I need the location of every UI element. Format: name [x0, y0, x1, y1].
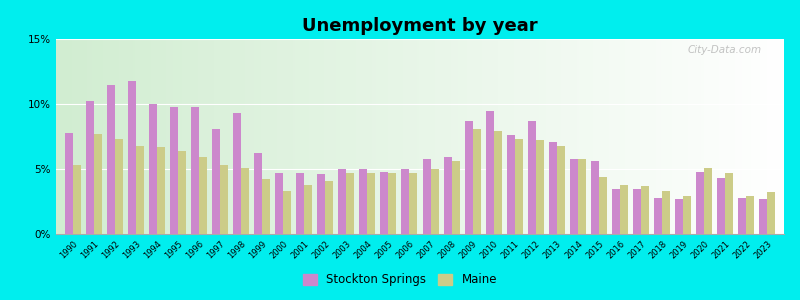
Bar — [296, 173, 304, 234]
Bar — [65, 133, 73, 234]
Bar — [443, 157, 451, 234]
Bar — [725, 173, 733, 234]
Bar — [451, 161, 459, 234]
Bar — [473, 129, 481, 234]
Bar — [326, 181, 334, 234]
Bar — [633, 188, 641, 234]
Bar — [338, 169, 346, 234]
Bar — [170, 106, 178, 234]
Bar — [107, 85, 115, 234]
Bar — [612, 188, 620, 234]
Bar — [641, 186, 649, 234]
Bar — [536, 140, 544, 234]
Bar — [86, 101, 94, 234]
Bar — [136, 146, 144, 234]
Bar — [128, 81, 136, 234]
Bar — [767, 192, 775, 234]
Bar — [73, 165, 81, 234]
Bar — [514, 139, 522, 234]
Bar — [717, 178, 725, 234]
Bar — [486, 110, 494, 234]
Bar — [557, 146, 565, 234]
Bar — [422, 159, 430, 234]
Bar — [662, 191, 670, 234]
Bar — [675, 199, 683, 234]
Bar — [738, 198, 746, 234]
Bar — [262, 179, 270, 234]
Bar — [275, 173, 283, 234]
Bar — [367, 173, 375, 234]
Bar — [115, 139, 123, 234]
Bar — [389, 173, 397, 234]
Bar — [157, 147, 165, 234]
Bar — [494, 131, 502, 234]
Bar — [346, 173, 354, 234]
Bar — [191, 106, 199, 234]
Bar — [620, 184, 628, 234]
Bar — [506, 135, 514, 234]
Bar — [212, 129, 220, 234]
Bar — [199, 157, 207, 234]
Bar — [591, 161, 599, 234]
Bar — [570, 159, 578, 234]
Bar — [241, 168, 249, 234]
Bar — [654, 198, 662, 234]
Bar — [696, 172, 704, 234]
Bar — [233, 113, 241, 234]
Bar — [318, 174, 326, 234]
Title: Unemployment by year: Unemployment by year — [302, 17, 538, 35]
Bar — [746, 196, 754, 234]
Bar — [578, 159, 586, 234]
Bar — [304, 184, 312, 234]
Bar — [149, 104, 157, 234]
Bar — [359, 169, 367, 234]
Bar — [528, 121, 536, 234]
Bar — [430, 169, 438, 234]
Bar — [178, 151, 186, 234]
Bar — [683, 196, 691, 234]
Bar — [549, 142, 557, 234]
Bar — [283, 191, 291, 234]
Text: City-Data.com: City-Data.com — [688, 45, 762, 55]
Legend: Stockton Springs, Maine: Stockton Springs, Maine — [298, 269, 502, 291]
Bar — [254, 153, 262, 234]
Bar — [759, 199, 767, 234]
Bar — [402, 169, 410, 234]
Bar — [94, 134, 102, 234]
Bar — [381, 172, 389, 234]
Bar — [410, 173, 418, 234]
Bar — [465, 121, 473, 234]
Bar — [220, 165, 228, 234]
Bar — [599, 177, 607, 234]
Bar — [704, 168, 712, 234]
